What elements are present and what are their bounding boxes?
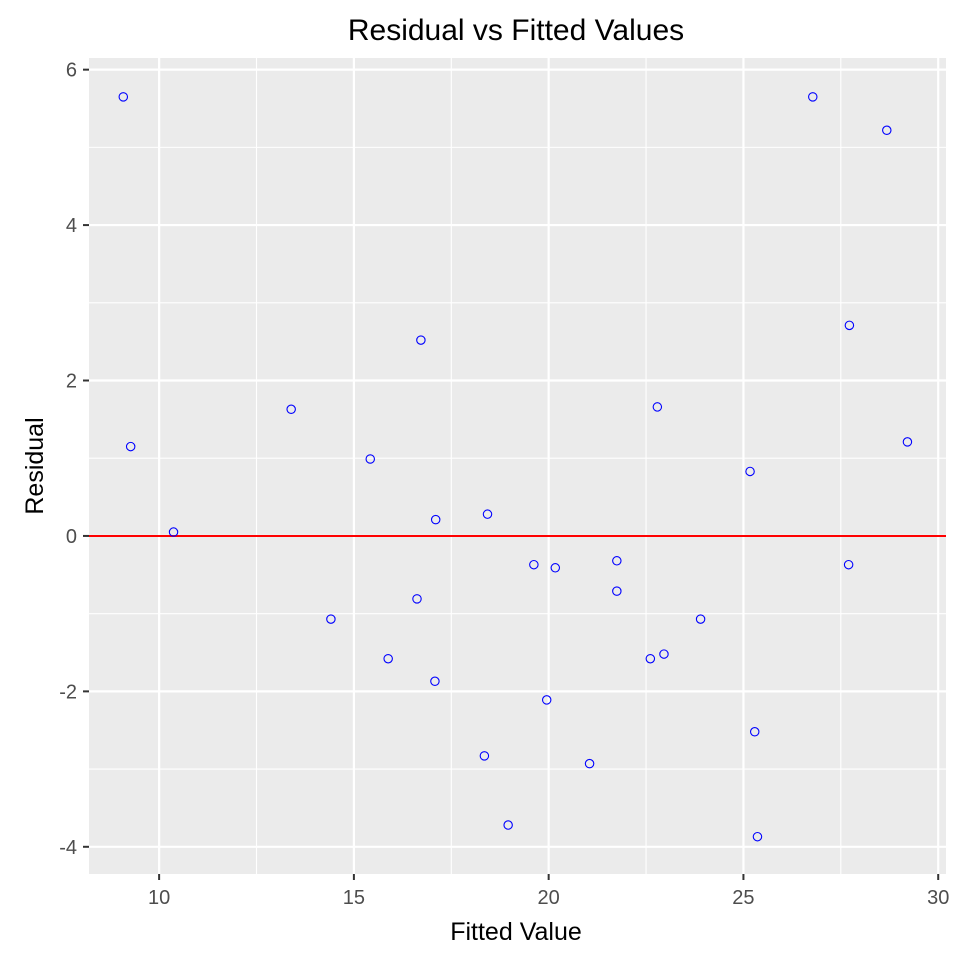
data-point	[612, 556, 622, 566]
chart-title: Residual vs Fitted Values	[348, 14, 684, 47]
data-point	[125, 441, 136, 452]
x-tick-label: 30	[927, 887, 949, 909]
data-point	[745, 466, 755, 477]
y-tick-label: 0	[66, 526, 77, 548]
data-point	[843, 559, 854, 570]
y-axis: -4 -2 0 2 4 6	[59, 60, 89, 859]
data-point	[529, 559, 539, 570]
y-tick-label: 6	[66, 60, 77, 82]
data-point	[844, 320, 855, 331]
data-point	[430, 514, 441, 525]
data-point	[752, 831, 763, 842]
y-tick-label: 4	[66, 215, 77, 237]
data-point	[118, 92, 129, 102]
x-tick-label: 25	[732, 887, 754, 909]
data-point	[541, 695, 552, 705]
points-layer	[118, 92, 913, 842]
data-point	[695, 614, 706, 624]
data-point	[902, 437, 913, 447]
data-point	[584, 758, 595, 769]
y-tick-label: 2	[66, 371, 77, 393]
y-axis-title: Residual	[21, 417, 49, 514]
data-point	[550, 563, 561, 573]
data-point	[612, 586, 622, 596]
data-point	[882, 125, 892, 136]
data-point	[168, 527, 179, 537]
data-point	[326, 614, 336, 624]
data-point	[645, 653, 656, 664]
data-point	[383, 653, 393, 664]
minor-gridlines	[89, 58, 946, 874]
data-point	[659, 649, 669, 659]
data-point	[365, 454, 376, 464]
data-point	[503, 820, 513, 830]
x-axis-title: Fitted Value	[450, 918, 582, 946]
data-point	[412, 594, 422, 604]
data-point	[808, 92, 818, 102]
data-point	[430, 676, 440, 687]
plot-panel	[89, 58, 946, 874]
x-tick-label: 15	[343, 887, 365, 909]
data-point	[286, 404, 296, 415]
data-point	[652, 402, 663, 412]
y-tick-label: -2	[59, 681, 77, 703]
data-point	[479, 751, 490, 761]
data-point	[482, 509, 493, 519]
x-axis: 10 15 20 25 30	[148, 874, 949, 909]
y-tick-label: -4	[59, 837, 77, 859]
data-point	[749, 727, 760, 737]
x-tick-label: 10	[148, 887, 170, 909]
data-point	[416, 335, 426, 345]
x-tick-label: 20	[538, 887, 560, 909]
